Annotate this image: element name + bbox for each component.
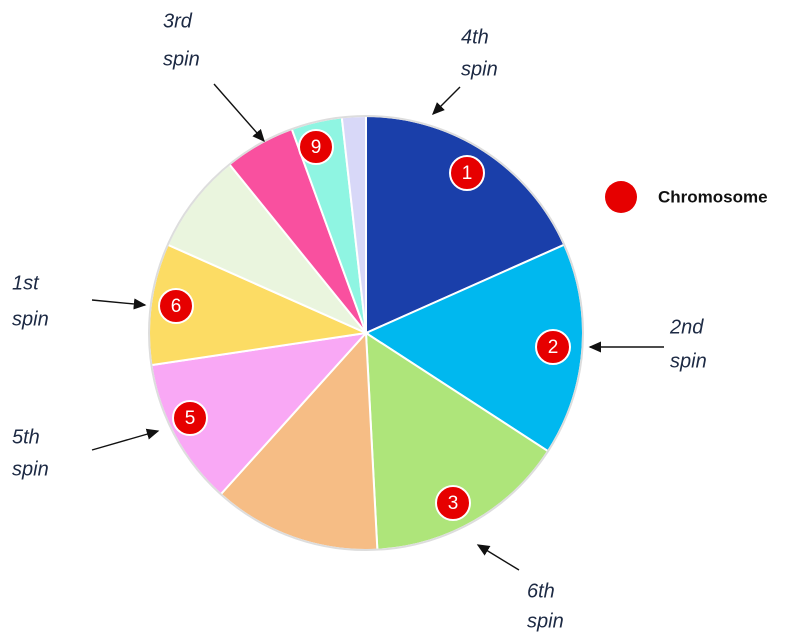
arrow: [213, 83, 265, 143]
marker-label: 3: [448, 493, 459, 514]
marker-label: 2: [548, 337, 559, 358]
arrow: [91, 428, 160, 451]
spin-label: 5th: [12, 426, 40, 448]
marker-dot: [449, 155, 485, 191]
spin-label: spin: [670, 350, 707, 372]
arrow: [476, 544, 520, 571]
arrow: [91, 298, 147, 310]
spin-label: 1st: [12, 272, 40, 294]
marker-dot: [298, 129, 334, 165]
spin-label: spin: [527, 610, 564, 632]
spin-label: spin: [461, 58, 498, 80]
legend-label: Chromosome: [658, 187, 768, 206]
spin-label: 4th: [461, 26, 489, 48]
marker-label: 1: [462, 163, 473, 184]
legend-dot: [605, 181, 637, 213]
marker-label: 5: [185, 408, 196, 429]
marker-dot: [158, 288, 194, 324]
spin-label: spin: [12, 308, 49, 330]
spin-label: 6th: [527, 580, 555, 602]
spin-label: spin: [12, 458, 49, 480]
spin-label: 2nd: [669, 316, 704, 338]
marker-dot: [172, 400, 208, 436]
arrow: [432, 86, 461, 115]
spin-label: 3rd: [163, 10, 193, 32]
wheel: [148, 114, 584, 551]
marker-label: 9: [311, 137, 322, 158]
spin-label: spin: [163, 48, 200, 70]
marker-dot: [435, 485, 471, 521]
wheel-rim: [148, 115, 584, 551]
marker-dot: [535, 329, 571, 365]
marker-label: 6: [171, 296, 182, 317]
